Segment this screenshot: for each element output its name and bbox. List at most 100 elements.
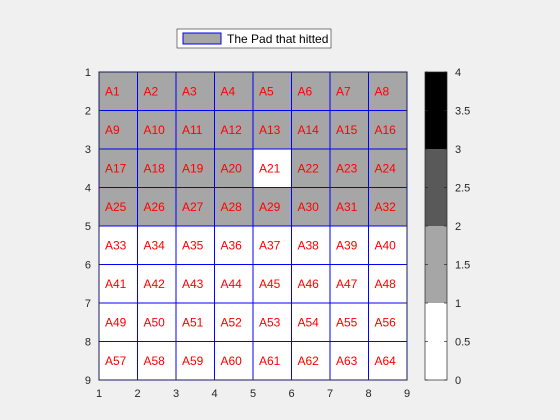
x-tick-label: 6 [288, 388, 294, 400]
pad-label: A55 [336, 315, 358, 329]
pad-label: A41 [105, 277, 127, 291]
x-tick-label: 2 [134, 388, 140, 400]
colorbar-tick-label: 0 [455, 375, 461, 387]
pad-label: A24 [375, 161, 397, 175]
pad-label: A36 [221, 238, 243, 252]
pad-label: A48 [375, 277, 397, 291]
colorbar-tick-label: 4 [455, 67, 461, 79]
pad-label: A49 [105, 315, 127, 329]
pad-label: A39 [336, 238, 358, 252]
pad-cell [329, 264, 369, 304]
pad-cell [137, 110, 177, 150]
pad-cell [368, 187, 408, 227]
colorbar-tick-label: 3 [455, 144, 461, 156]
pad-label: A22 [298, 161, 320, 175]
pad-label: A28 [221, 200, 243, 214]
pad-cell [214, 302, 254, 342]
pad-label: A7 [336, 84, 351, 98]
pad-label: A32 [375, 200, 397, 214]
pad-label: A15 [336, 123, 358, 137]
y-tick-label: 5 [85, 221, 91, 233]
colorbar-band [425, 149, 447, 226]
pad-cell [368, 71, 408, 111]
pad-cell [329, 341, 369, 381]
legend-patch [182, 32, 222, 45]
pad-cell [291, 341, 331, 381]
pad-label: A23 [336, 161, 358, 175]
pad-cell [137, 187, 177, 227]
cell-labels-layer: A1 A2 A3 A4 A5 A6 A7 A8 A9 A10 A11 A12 A13 A14 A15 A16 A… [105, 84, 396, 368]
pad-cell [252, 302, 292, 342]
colorbar-band [425, 72, 447, 149]
pad-cell [98, 264, 138, 304]
x-tick-label: 3 [173, 388, 179, 400]
pad-cell [214, 187, 254, 227]
pad-cell [175, 302, 215, 342]
pad-cell [98, 302, 138, 342]
pad-label: A63 [336, 354, 358, 368]
pad-label: A58 [144, 354, 166, 368]
legend: The Pad that hitted [176, 28, 332, 49]
pad-label: A56 [375, 315, 397, 329]
pad-cell [329, 187, 369, 227]
pad-label: A4 [221, 84, 236, 98]
colorbar-band [425, 226, 447, 303]
pad-label: A8 [375, 84, 390, 98]
pad-label: A33 [105, 238, 127, 252]
pad-label: A30 [298, 200, 320, 214]
pad-label: A38 [298, 238, 320, 252]
x-tick-label: 7 [327, 388, 333, 400]
pad-cell [368, 148, 408, 188]
colorbar-tick-label: 3.5 [455, 106, 470, 118]
pad-label: A51 [182, 315, 204, 329]
pad-cell [252, 110, 292, 150]
x-tick-label: 1 [96, 388, 102, 400]
colorbar-tick-label: 2.5 [455, 183, 470, 195]
pad-cell [368, 225, 408, 265]
pad-label: A29 [259, 200, 281, 214]
y-tick-label: 2 [85, 106, 91, 118]
pad-label: A44 [221, 277, 243, 291]
pad-label: A1 [105, 84, 120, 98]
pad-label: A45 [259, 277, 281, 291]
x-tick-label: 5 [250, 388, 256, 400]
pad-label: A50 [144, 315, 166, 329]
pad-label: A13 [259, 123, 281, 137]
pad-cell [329, 148, 369, 188]
pad-label: A53 [259, 315, 281, 329]
pad-label: A40 [375, 238, 397, 252]
y-tick-label: 9 [85, 375, 91, 387]
pad-label: A59 [182, 354, 204, 368]
pad-label: A26 [144, 200, 166, 214]
pad-cell [214, 110, 254, 150]
pad-cell [175, 225, 215, 265]
y-tick-label: 7 [85, 298, 91, 310]
pad-label: A12 [221, 123, 243, 137]
plot-area: A1 A2 A3 A4 A5 A6 A7 A8 A9 A10 A11 A12 A13 A14 A15 A16 A… [85, 67, 410, 400]
colorbar-tick-label: 0.5 [455, 337, 470, 349]
pad-label: A21 [259, 161, 281, 175]
pad-cell [291, 187, 331, 227]
pad-label: A20 [221, 161, 243, 175]
pad-label: A17 [105, 161, 127, 175]
colorbar-bands [424, 71, 448, 381]
pad-cell [175, 264, 215, 304]
pad-label: A10 [144, 123, 166, 137]
colorbar-tick-label: 2 [455, 221, 461, 233]
colorbar-band [425, 303, 447, 380]
pad-label: A35 [182, 238, 204, 252]
pad-label: A37 [259, 238, 281, 252]
pad-cell [137, 302, 177, 342]
y-tick-label: 8 [85, 337, 91, 349]
pad-label: A43 [182, 277, 204, 291]
pad-label: A14 [298, 123, 320, 137]
pad-cell [252, 264, 292, 304]
pad-cell [291, 110, 331, 150]
pad-cell [214, 225, 254, 265]
y-tick-label: 3 [85, 144, 91, 156]
pad-label: A2 [144, 84, 159, 98]
pad-label: A42 [144, 277, 166, 291]
pad-cell [175, 187, 215, 227]
